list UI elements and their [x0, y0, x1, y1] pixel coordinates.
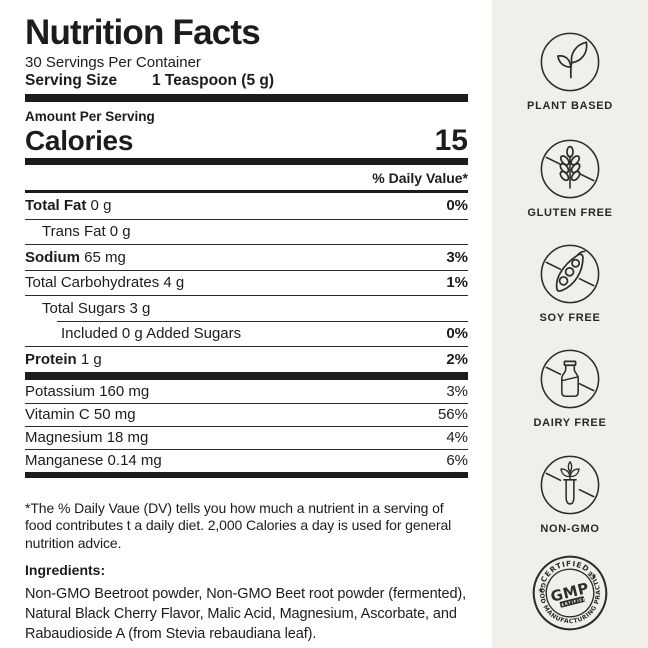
section-divider-bar: [25, 371, 468, 380]
nutrient-name: Magnesium 18 mg: [25, 429, 149, 446]
leaf-icon: [540, 32, 600, 92]
nutrient-name: Sodium 65 mg: [25, 248, 126, 266]
badge-non-gmo: NON-GMO: [492, 454, 648, 535]
nutrient-row: Magnesium 18 mg 4%: [25, 425, 468, 449]
calories-label: Calories: [25, 125, 134, 156]
slash-line: [545, 261, 562, 271]
nutrient-row: Total Carbohydrates 4 g 1%: [25, 269, 468, 296]
nutrient-row: Potassium 160 mg 3%: [25, 380, 468, 403]
badge-gluten-free: GLUTEN FREE: [492, 138, 648, 219]
daily-value-footnote: *The % Daily Vaue (DV) tells you how muc…: [25, 499, 452, 551]
nutrient-rows: Total Fat 0 g 0% Trans Fat 0 g Sodium 65 mg…: [25, 193, 468, 478]
nutrient-row: Trans Fat 0 g: [25, 218, 468, 245]
nutrient-percent: 0%: [446, 197, 468, 215]
daily-value-header: % Daily Value*: [25, 165, 468, 193]
slash-line: [545, 156, 562, 166]
slash-line: [545, 472, 562, 482]
milk-bottle-icon: [540, 349, 600, 409]
soy-pod-icon: [540, 244, 600, 304]
nutrient-name: Protein 1 g: [25, 350, 102, 368]
slash-line: [545, 366, 562, 376]
nutrient-name: Potassium 160 mg: [25, 382, 150, 400]
nutrient-row: Manganese 0.14 mg 6%: [25, 448, 468, 472]
calories-row: Calories 15: [25, 124, 468, 157]
nutrient-percent: 0%: [446, 324, 468, 342]
nutrient-percent: 4%: [446, 429, 468, 446]
nutrient-name-bold: Protein: [25, 350, 77, 368]
badge-label: NON-GMO: [540, 523, 600, 535]
slash-line: [578, 382, 595, 392]
section-divider-bar: [25, 471, 468, 478]
nutrient-row: Vitamin C 50 mg 56%: [25, 402, 468, 426]
nutrient-name: Manganese 0.14 mg: [25, 452, 162, 469]
nutrient-name: Total Fat 0 g: [25, 197, 112, 215]
label-title: Nutrition Facts: [25, 13, 261, 52]
badge-plant-based: PLANT BASED: [492, 31, 648, 112]
nutrient-name-bold: Sodium: [25, 248, 80, 266]
badge-dairy-free: DAIRY FREE: [492, 348, 648, 429]
nutrient-name: Total Sugars 3 g: [42, 299, 151, 317]
nutrient-name: Total Carbohydrates 4 g: [25, 274, 185, 292]
header-divider-bar: [25, 94, 468, 102]
serving-size-value: 1 Teaspoon (5 g): [152, 72, 275, 89]
calories-divider-bar: [25, 158, 468, 165]
nutrient-name: Trans Fat 0 g: [42, 223, 131, 241]
nutrient-percent: 3%: [446, 382, 468, 400]
test-tube-plant-icon: [540, 455, 600, 515]
nutrient-name: Vitamin C 50 mg: [25, 406, 136, 423]
nutrition-facts-label: Nutrition Facts 30 Servings Per Containe…: [25, 13, 468, 644]
badge-label: PLANT BASED: [527, 100, 613, 112]
serving-size-label: Serving Size: [25, 72, 118, 89]
slash-line: [578, 277, 595, 287]
nutrient-percent: 56%: [437, 406, 468, 423]
nutrient-name: Included 0 g Added Sugars: [61, 324, 242, 342]
serving-size-row: Serving Size 1 Teaspoon (5 g): [25, 72, 468, 90]
calories-value: 15: [434, 124, 468, 157]
nutrient-row: Sodium 65 mg 3%: [25, 244, 468, 270]
nutrient-name-bold: Total Fat: [25, 197, 87, 215]
svg-text:CERTIFIED: CERTIFIED: [558, 597, 587, 608]
wheat-icon: [540, 139, 600, 199]
nutrient-row: Total Fat 0 g 0%: [25, 193, 468, 219]
badge-sidebar: PLANT BASED GLUTEN FREE SOY FREE DAIRY FREE…: [492, 0, 648, 648]
badge-label: SOY FREE: [539, 312, 601, 324]
ingredients-title: Ingredients:: [25, 562, 106, 578]
badge-soy-free: SOY FREE: [492, 243, 648, 324]
nutrient-row: Protein 1 g 2%: [25, 346, 468, 372]
nutrient-percent: 3%: [446, 248, 468, 266]
nutrient-percent: 2%: [446, 350, 468, 368]
nutrient-row: Total Sugars 3 g: [25, 295, 468, 321]
nutrient-percent: 1%: [446, 274, 468, 292]
badge-gmp-certified: ★ CERTIFIED ★ GOOD MANUFACTURING PRACTICE…: [492, 554, 648, 632]
gmp-seal-icon: ★ CERTIFIED ★GOOD MANUFACTURING PRACTICE…: [531, 554, 609, 632]
slash-line: [578, 488, 595, 498]
servings-per-container: 30 Servings Per Container: [25, 54, 201, 71]
nutrient-row: Included 0 g Added Sugars 0%: [25, 320, 468, 347]
badge-label: DAIRY FREE: [533, 417, 607, 429]
nutrient-percent: 6%: [446, 452, 468, 469]
slash-line: [578, 172, 595, 182]
ingredients-text: Non-GMO Beetroot powder, Non-GMO Beet ro…: [25, 586, 467, 642]
amount-per-serving: Amount Per Serving: [25, 109, 155, 124]
badge-label: GLUTEN FREE: [527, 207, 613, 219]
